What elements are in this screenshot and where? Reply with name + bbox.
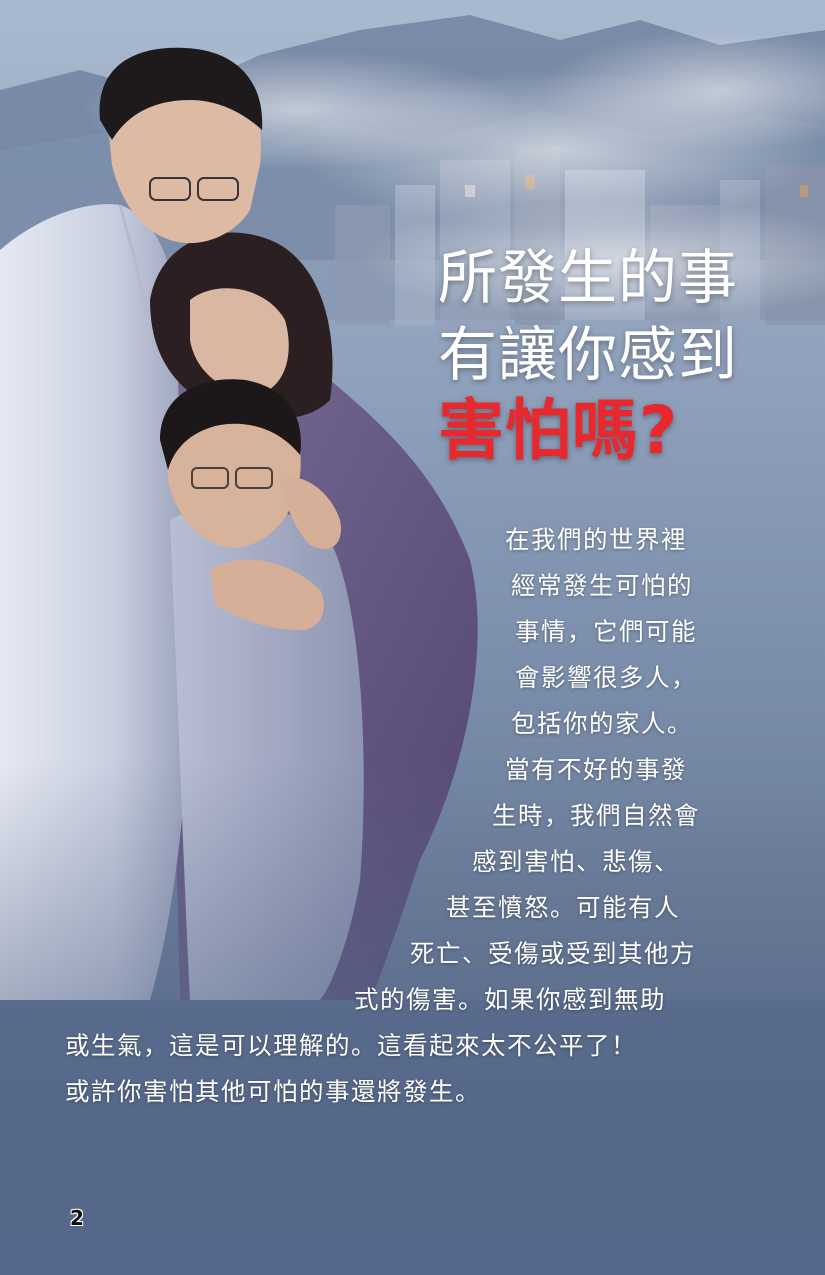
body-line: 死亡、受傷或受到其他方 [410, 939, 696, 968]
body-line: 感到害怕、悲傷、 [472, 847, 680, 876]
body-line: 甚至憤怒。可能有人 [446, 893, 680, 922]
body-line: 或生氣，這是可以理解的。這看起來太不公平了！ [65, 1031, 637, 1060]
body-line: 經常發生可怕的 [511, 571, 693, 600]
body-line: 生時，我們自然會 [492, 801, 700, 830]
page-number: 2 [70, 1206, 84, 1230]
body-line: 會影響很多人， [515, 663, 697, 692]
title-line-2: 有讓你感到 [438, 320, 739, 389]
title-line-1: 所發生的事 [438, 243, 739, 312]
body-line: 當有不好的事發 [505, 755, 687, 784]
body-line: 式的傷害。如果你感到無助 [354, 985, 666, 1014]
page-title: 所發生的事 有讓你感到 害怕嗎? [438, 248, 738, 464]
body-line: 事情，它們可能 [515, 617, 697, 646]
body-line: 在我們的世界裡 [505, 525, 687, 554]
title-line-3: 害怕嗎? [438, 392, 679, 469]
body-line: 或許你害怕其他可怕的事還將發生。 [65, 1077, 481, 1106]
body-line: 包括你的家人。 [511, 709, 693, 738]
